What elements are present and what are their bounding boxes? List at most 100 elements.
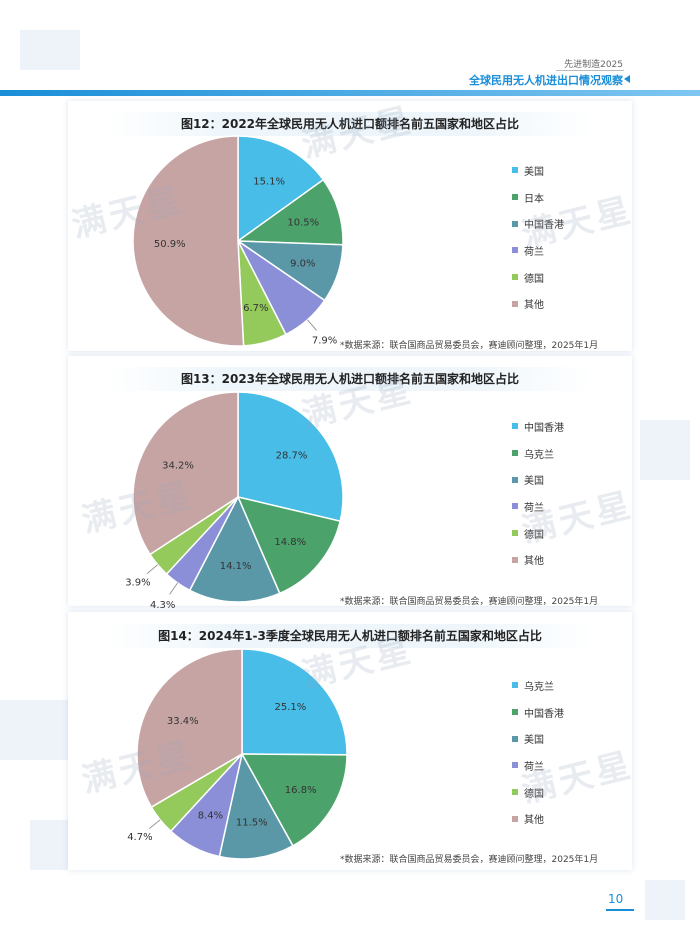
legend-swatch-icon (512, 274, 518, 281)
legend-swatch-icon (512, 789, 518, 796)
legend-item: 乌克兰 (512, 440, 564, 467)
legend-item: 中国香港 (512, 699, 564, 726)
data-label: 50.9% (154, 239, 186, 250)
background-decoration (20, 30, 80, 70)
data-label: 14.1% (220, 561, 252, 572)
chart-legend: 中国香港乌克兰美国荷兰德国其他 (512, 413, 564, 573)
legend-label: 德国 (524, 273, 544, 285)
legend-item: 日本 (512, 184, 564, 211)
data-label: 4.3% (150, 600, 175, 611)
source-note: *数据来源：联合国商品贸易委员会，赛迪顾问整理，2025年1月 (340, 855, 599, 865)
legend-label: 荷兰 (524, 502, 544, 514)
legend-label: 中国香港 (524, 708, 564, 720)
legend-label: 乌克兰 (524, 681, 554, 693)
pie-slice (218, 751, 294, 860)
legend-swatch-icon (512, 476, 518, 483)
legend-item: 德国 (512, 264, 564, 291)
header-title: 全球民用无人机进出口情况观察 (469, 74, 623, 87)
pie-slice (188, 495, 281, 603)
leader-line (307, 319, 317, 331)
pie-slice (241, 648, 348, 756)
legend-swatch-icon (512, 300, 518, 307)
pie-slice (236, 495, 342, 595)
header-band (0, 90, 700, 96)
background-decoration (0, 700, 70, 760)
legend-label: 美国 (524, 476, 544, 488)
legend-item: 荷兰 (512, 237, 564, 264)
source-note: *数据来源：联合国商品贸易委员会，赛迪顾问整理，2025年1月 (340, 597, 599, 607)
data-label: 25.1% (275, 702, 307, 713)
chart-legend: 美国日本中国香港荷兰德国其他 (512, 157, 564, 317)
data-label: 28.7% (276, 451, 308, 462)
legend-label: 日本 (524, 193, 544, 205)
page-number: 10 (608, 892, 624, 906)
pie-slice (240, 753, 348, 847)
legend-swatch-icon (512, 503, 518, 510)
legend-label: 荷兰 (524, 761, 544, 773)
legend-label: 德国 (524, 529, 544, 541)
header-divider (556, 70, 624, 71)
legend-item: 其他 (512, 805, 564, 832)
data-label: 8.4% (198, 811, 223, 822)
data-label: 9.0% (290, 258, 315, 269)
legend-swatch-icon (512, 682, 518, 689)
legend-item: 美国 (512, 725, 564, 752)
data-label: 14.8% (274, 537, 306, 548)
legend-label: 其他 (524, 815, 544, 827)
data-label: 11.5% (236, 818, 268, 829)
data-label: 3.9% (125, 578, 150, 589)
legend-swatch-icon (512, 556, 518, 563)
legend-label: 其他 (524, 556, 544, 568)
data-label: 34.2% (162, 461, 194, 472)
pie-slice (132, 391, 239, 556)
background-decoration (645, 880, 685, 920)
legend-label: 德国 (524, 788, 544, 800)
legend-swatch-icon (512, 815, 518, 822)
chart-title: 图14：2024年1-3季度全球民用无人机进口额排名前五国家和地区占比 (108, 624, 592, 648)
legend-label: 乌克兰 (524, 449, 554, 461)
data-label: 7.9% (312, 335, 337, 346)
leader-line (149, 819, 161, 829)
data-label: 16.8% (285, 785, 317, 796)
triangle-marker-icon (624, 75, 630, 83)
leader-line (169, 582, 178, 595)
data-label: 33.4% (167, 716, 199, 727)
legend-label: 其他 (524, 300, 544, 312)
legend-item: 德国 (512, 520, 564, 547)
legend-item: 美国 (512, 157, 564, 184)
legend-label: 中国香港 (524, 422, 564, 434)
data-label: 6.7% (243, 303, 268, 314)
legend-swatch-icon (512, 423, 518, 430)
pie-slice (237, 135, 325, 243)
header-subtitle: 先进制造2025 (564, 60, 623, 70)
legend-swatch-icon (512, 167, 518, 174)
legend-item: 荷兰 (512, 493, 564, 520)
legend-swatch-icon (512, 735, 518, 742)
legend-item: 德国 (512, 779, 564, 806)
legend-label: 美国 (524, 166, 544, 178)
legend-swatch-icon (512, 709, 518, 716)
legend-item: 荷兰 (512, 752, 564, 779)
legend-item: 其他 (512, 290, 564, 317)
legend-label: 美国 (524, 735, 544, 747)
source-note: *数据来源：联合国商品贸易委员会，赛迪顾问整理，2025年1月 (340, 341, 599, 351)
legend-swatch-icon (512, 530, 518, 537)
chart-title: 图12：2022年全球民用无人机进口额排名前五国家和地区占比 (108, 112, 592, 136)
legend-swatch-icon (512, 247, 518, 254)
legend-swatch-icon (512, 194, 518, 201)
chart-legend: 乌克兰中国香港美国荷兰德国其他 (512, 672, 564, 832)
legend-label: 中国香港 (524, 220, 564, 232)
background-decoration (640, 420, 690, 480)
pie-slice (136, 648, 243, 809)
legend-swatch-icon (512, 220, 518, 227)
legend-label: 荷兰 (524, 246, 544, 258)
pie-slice (132, 135, 245, 347)
legend-swatch-icon (512, 762, 518, 769)
legend-item: 中国香港 (512, 210, 564, 237)
data-label: 10.5% (287, 217, 319, 228)
legend-item: 其他 (512, 546, 564, 573)
pie-slice (237, 391, 344, 523)
